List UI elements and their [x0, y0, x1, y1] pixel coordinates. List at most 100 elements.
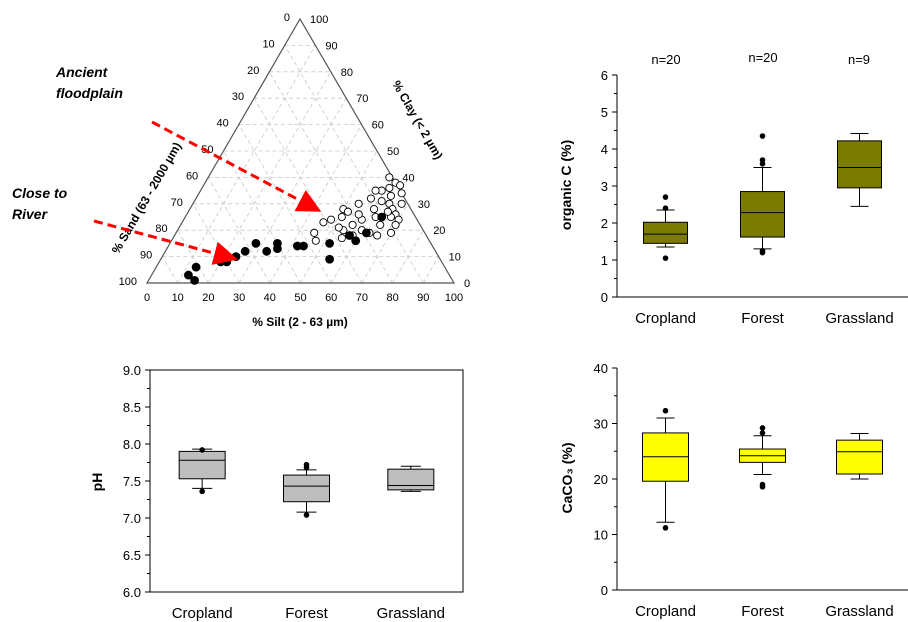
annotation-river-line2: River — [12, 206, 49, 222]
silt-tick-label: 30 — [233, 292, 245, 304]
open-point — [354, 210, 363, 219]
filled-point — [273, 244, 282, 254]
filled-point — [231, 252, 241, 262]
filled-point — [262, 246, 272, 256]
outlier-point — [662, 407, 669, 414]
clay-tick-label: 20 — [433, 225, 445, 237]
filled-point — [222, 257, 232, 267]
category-label: Cropland — [635, 603, 696, 620]
open-point — [337, 212, 346, 222]
sand-tick-label: 40 — [217, 118, 229, 130]
ternary-open-points — [310, 173, 406, 245]
category-label: Grassland — [377, 605, 445, 622]
filled-point — [377, 212, 387, 222]
open-point — [319, 218, 328, 227]
outlier-point — [759, 133, 766, 139]
grid-line-sand — [207, 177, 271, 284]
outlier-point — [662, 525, 669, 531]
y-tick-label: 7.0 — [123, 511, 141, 526]
filled-point — [345, 231, 354, 240]
clay-tick-label: 50 — [387, 146, 399, 158]
filled-point — [362, 228, 371, 238]
open-point — [386, 228, 396, 237]
clay-tick-label: 90 — [325, 40, 337, 52]
sand-tick-label: 30 — [232, 91, 244, 103]
open-point — [343, 207, 353, 216]
open-point — [327, 215, 336, 224]
sand-tick-label: 90 — [140, 250, 152, 262]
silt-tick-label: 100 — [445, 292, 463, 304]
arrow-ancient-floodplain — [151, 120, 322, 212]
arrow-close-to-river — [93, 219, 238, 265]
y-tick-label: 40 — [594, 361, 608, 376]
sand-tick-label: 100 — [119, 276, 137, 288]
outlier-point — [759, 430, 766, 436]
grid-line-silt — [300, 150, 378, 284]
y-tick-label: 20 — [594, 472, 608, 487]
silt-tick-label: 10 — [172, 292, 184, 304]
outlier-point — [303, 461, 310, 468]
ph-boxes — [178, 447, 435, 518]
y-tick-label: 6.0 — [123, 585, 141, 600]
open-point — [373, 231, 382, 240]
ph-axes: 6.0 6.5 7.0 7.5 8.0 8.5 9.0 Cropland Forest Grass… — [123, 363, 464, 622]
open-point — [376, 220, 385, 229]
grid-line-sand — [284, 45, 424, 284]
y-tick-label: 8.5 — [123, 400, 141, 415]
outlier-point — [662, 205, 669, 211]
box — [740, 191, 785, 238]
grid-line-sand — [192, 203, 240, 284]
count-label-cropland: n=20 — [651, 52, 680, 67]
box — [837, 140, 882, 189]
open-point — [354, 199, 363, 208]
silt-tick-label: 80 — [386, 292, 398, 304]
category-label: Cropland — [635, 310, 696, 327]
silt-tick-label: 0 — [144, 292, 150, 304]
y-tick-label: 5 — [601, 105, 608, 120]
sand-tick-label: 80 — [155, 223, 167, 235]
filled-point — [299, 241, 308, 251]
outlier-point — [199, 488, 205, 495]
filled-point — [190, 275, 199, 285]
open-point — [366, 194, 376, 203]
filled-point — [325, 254, 335, 264]
annotation-river-line1: Close to — [12, 185, 68, 201]
box — [178, 450, 226, 480]
open-point — [397, 189, 406, 198]
open-point — [310, 228, 319, 237]
organic-carbon-boxes — [643, 132, 882, 261]
caco3-boxes — [642, 407, 883, 531]
sand-tick-label: 20 — [247, 65, 259, 77]
sand-tick-label: 10 — [262, 38, 274, 50]
clay-tick-label: 70 — [356, 93, 368, 105]
grid-line-sand — [223, 150, 301, 284]
category-label: Forest — [741, 310, 784, 327]
open-point — [396, 181, 405, 190]
filled-point — [351, 236, 361, 246]
filled-point — [240, 246, 250, 256]
clay-tick-label: 100 — [310, 14, 328, 26]
caco3-ylabel: CaCO₃ (%) — [559, 442, 575, 513]
silt-tick-label: 90 — [417, 292, 429, 304]
clay-tick-label: 80 — [341, 67, 353, 79]
y-tick-label: 2 — [601, 216, 608, 231]
silt-tick-label: 50 — [294, 292, 306, 304]
grid-line-silt — [422, 256, 439, 284]
caco3-axes: 0 10 20 30 40 Cropland Forest Grassland — [594, 361, 908, 620]
silt-tick-label: 60 — [325, 292, 337, 304]
open-point — [311, 236, 320, 245]
organic-carbon-boxplot: 0 1 2 3 4 5 6 Cropland Forest Grassland organic C… — [558, 50, 908, 327]
filled-point — [251, 238, 261, 248]
grid-line-sand — [161, 256, 179, 284]
silt-tick-label: 20 — [202, 292, 214, 304]
sand-tick-label: 0 — [284, 12, 290, 24]
ternary-plot: 0001010102020203030304040405050506060607… — [12, 12, 470, 329]
grid-line-silt — [177, 45, 316, 284]
count-label-forest: n=20 — [748, 50, 777, 65]
outlier-point — [199, 447, 205, 453]
annotation-ancient-line2: floodplain — [56, 85, 123, 101]
clay-tick-label: 40 — [402, 172, 414, 184]
open-point — [369, 205, 379, 214]
outlier-point — [759, 481, 766, 488]
outlier-point — [662, 194, 669, 200]
